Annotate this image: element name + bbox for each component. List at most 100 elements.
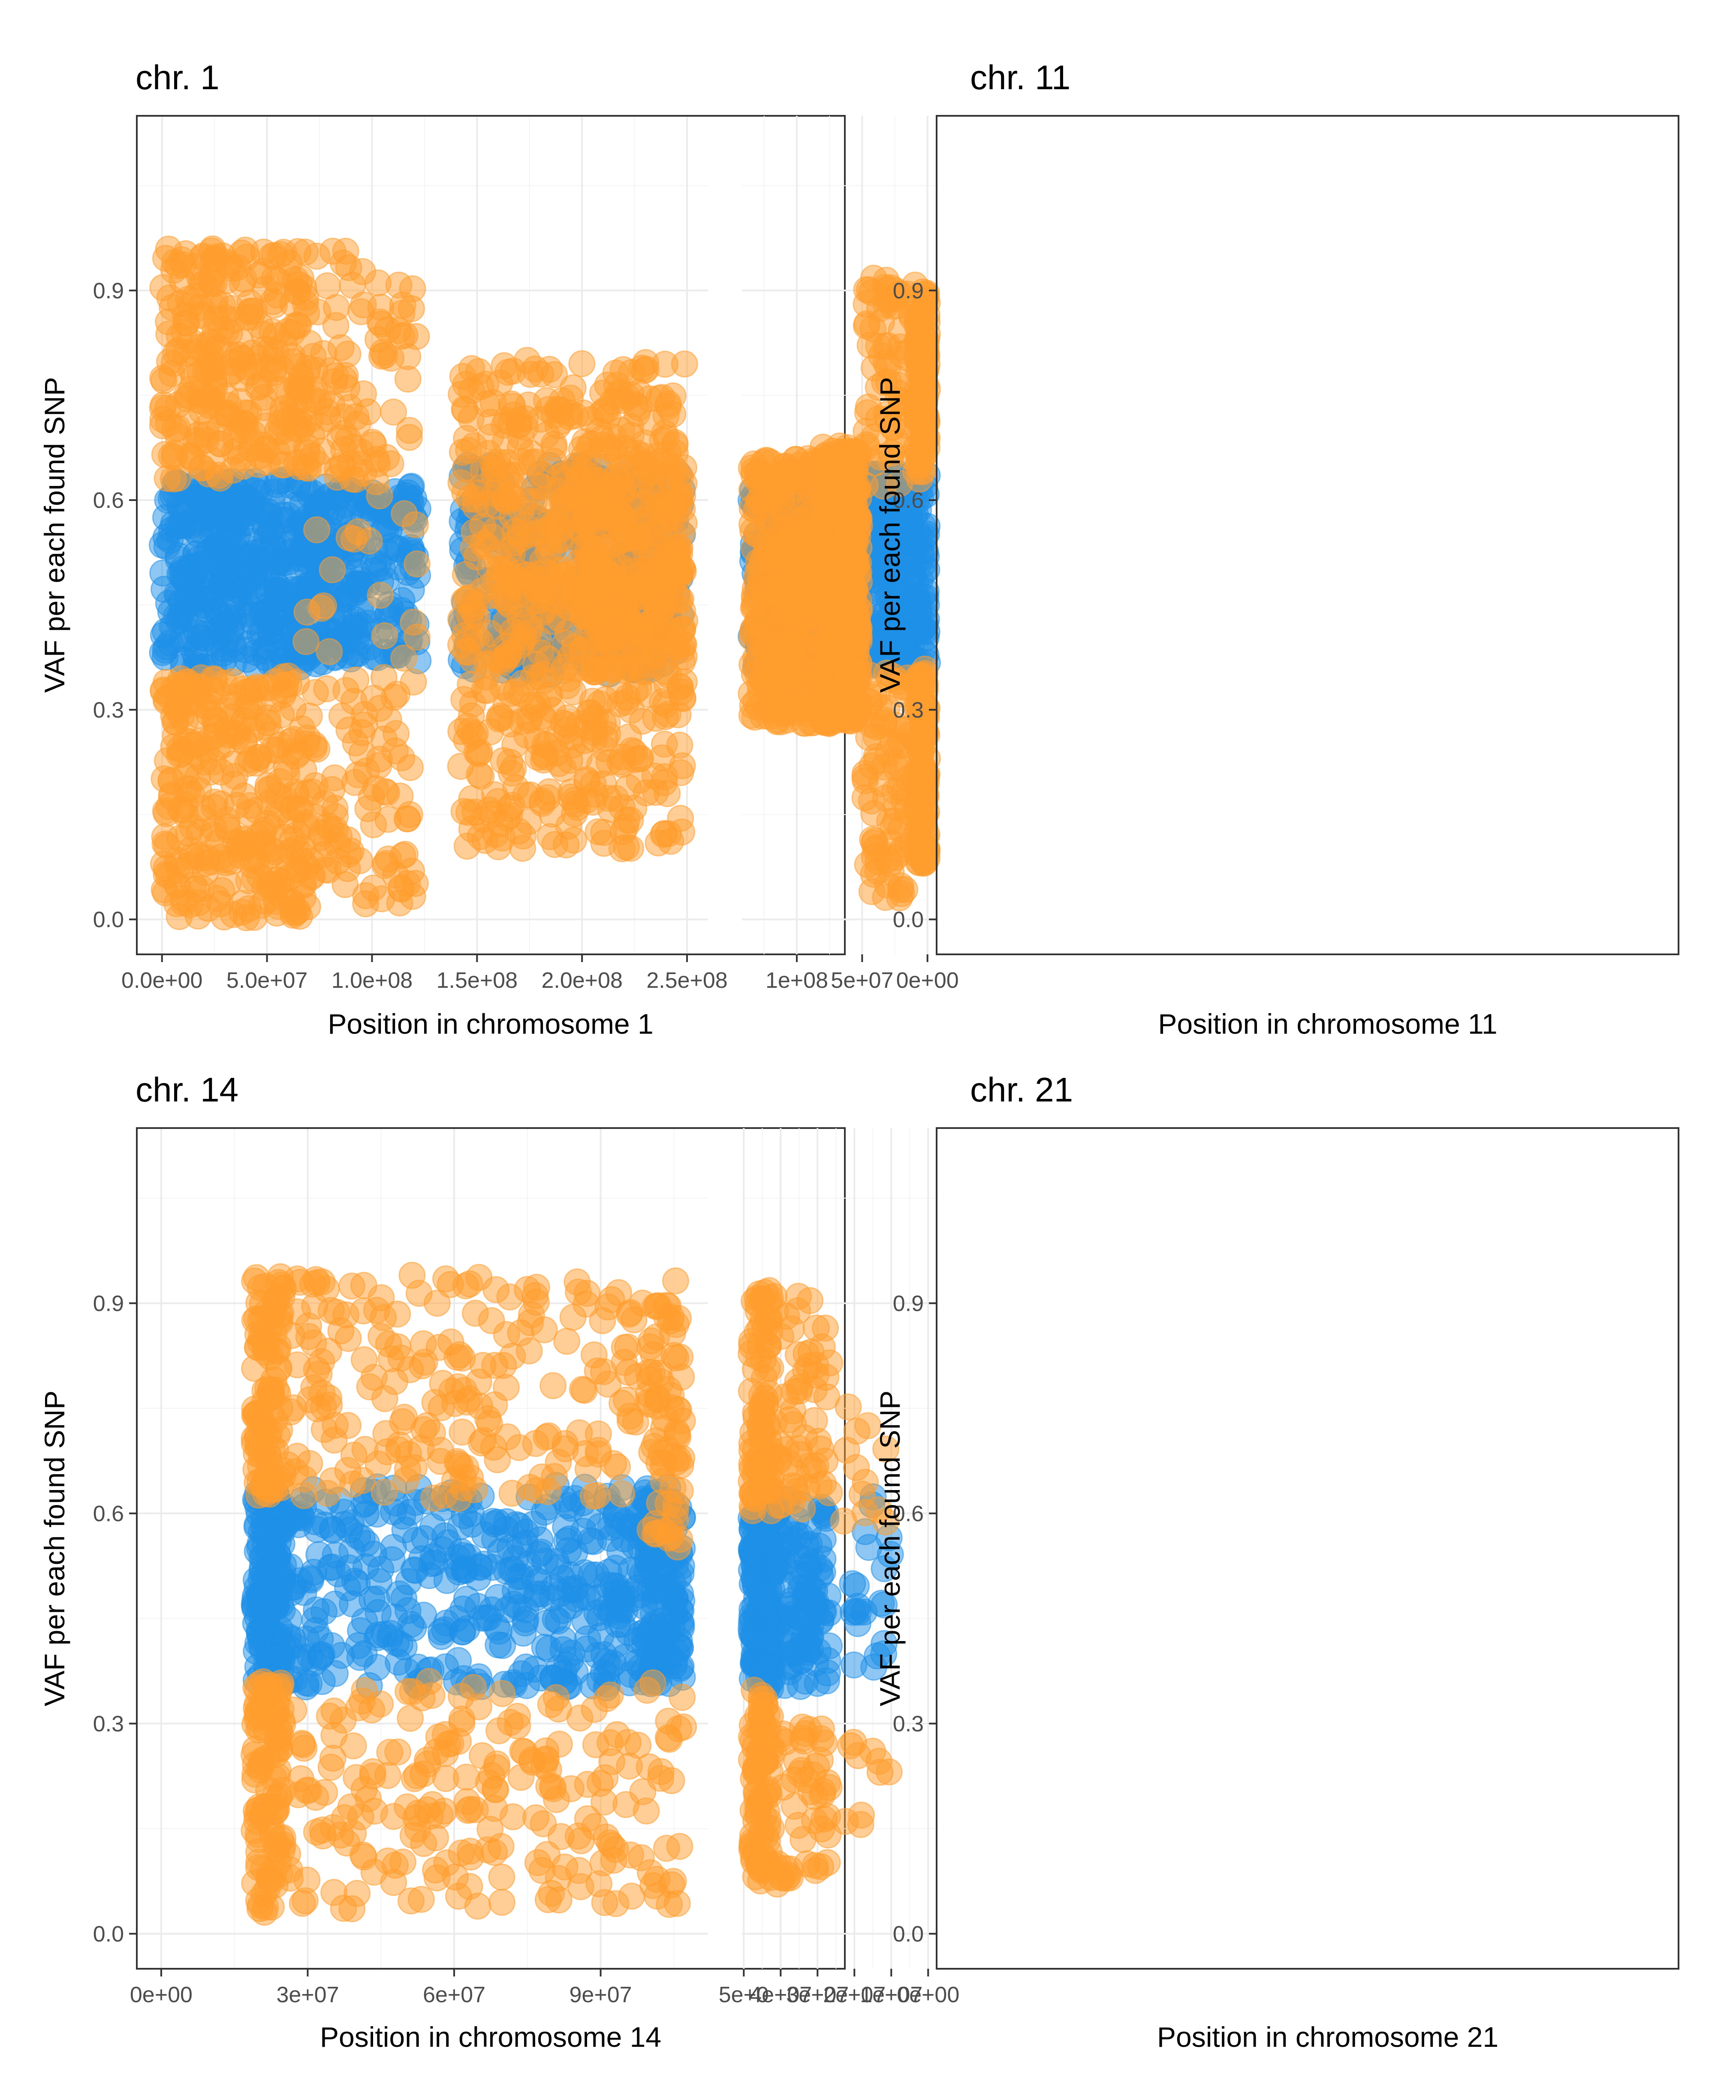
x-tick-label: 0e+00 <box>896 968 959 993</box>
data-point-allelic-imbalance <box>527 639 555 667</box>
data-point-allelic-imbalance <box>169 267 196 294</box>
data-point-heterozygous-balanced <box>150 621 177 649</box>
data-point-allelic-imbalance <box>369 338 397 366</box>
data-point-allelic-imbalance <box>463 603 491 631</box>
data-point-allelic-imbalance <box>335 716 363 744</box>
data-point-allelic-imbalance <box>186 673 213 700</box>
data-point-allelic-imbalance <box>668 818 696 846</box>
data-point-heterozygous-balanced <box>587 1622 615 1650</box>
data-point-allelic-imbalance <box>662 457 690 484</box>
data-point-allelic-imbalance <box>226 388 254 415</box>
data-point-heterozygous-balanced <box>215 522 242 549</box>
data-point-allelic-imbalance <box>360 431 388 459</box>
data-point-allelic-imbalance <box>360 874 387 902</box>
data-point-allelic-imbalance <box>554 704 582 732</box>
panel-title: chr. 11 <box>970 58 1070 97</box>
data-point-allelic-imbalance <box>367 582 394 609</box>
data-point-allelic-imbalance <box>841 473 868 501</box>
data-point-allelic-imbalance <box>232 826 260 854</box>
data-point-allelic-imbalance <box>592 686 619 713</box>
data-point-allelic-imbalance <box>629 707 656 735</box>
data-point-allelic-imbalance <box>860 265 887 292</box>
data-point-allelic-imbalance <box>590 534 618 561</box>
data-point-allelic-imbalance <box>891 778 918 806</box>
data-point-allelic-imbalance <box>793 456 820 484</box>
data-point-allelic-imbalance <box>571 509 598 537</box>
data-point-allelic-imbalance <box>651 730 678 758</box>
data-point-allelic-imbalance <box>594 586 621 613</box>
data-point-allelic-imbalance <box>669 684 696 712</box>
data-point-allelic-imbalance <box>840 602 868 630</box>
data-point-allelic-imbalance <box>659 401 687 428</box>
data-point-allelic-imbalance <box>663 633 690 660</box>
data-point-heterozygous-balanced <box>196 490 224 518</box>
data-point-allelic-imbalance <box>170 319 198 346</box>
data-point-allelic-imbalance <box>603 462 631 489</box>
data-point-allelic-imbalance <box>671 350 698 378</box>
data-point-allelic-imbalance <box>390 644 418 672</box>
y-tick-label: 0.3 <box>93 698 124 723</box>
data-point-allelic-imbalance <box>450 798 478 825</box>
data-point-allelic-imbalance <box>571 570 598 597</box>
data-point-allelic-imbalance <box>231 729 258 756</box>
y-tick-label: 0.0 <box>93 908 124 932</box>
data-point-allelic-imbalance <box>493 462 521 489</box>
data-point-allelic-imbalance <box>844 657 872 684</box>
data-point-allelic-imbalance <box>179 446 206 473</box>
data-point-heterozygous-balanced <box>169 564 197 591</box>
data-point-allelic-imbalance <box>645 829 672 857</box>
data-point-allelic-imbalance <box>371 725 398 753</box>
data-point-allelic-imbalance <box>396 417 423 444</box>
x-tick-label: 1e+08 <box>766 968 828 993</box>
data-point-allelic-imbalance <box>176 891 204 919</box>
data-point-allelic-imbalance <box>452 638 479 665</box>
data-point-allelic-imbalance <box>301 356 329 384</box>
data-point-allelic-imbalance <box>324 832 352 859</box>
data-point-allelic-imbalance <box>224 253 251 281</box>
data-point-allelic-imbalance <box>153 800 180 827</box>
data-point-heterozygous-balanced <box>226 592 253 619</box>
data-point-allelic-imbalance <box>404 550 431 578</box>
data-point-allelic-imbalance <box>856 332 884 359</box>
x-tick-label: 1.0e+08 <box>332 968 413 993</box>
data-point-allelic-imbalance <box>620 794 648 822</box>
data-point-allelic-imbalance <box>498 792 526 819</box>
data-point-allelic-imbalance <box>222 423 249 451</box>
data-point-allelic-imbalance <box>561 800 588 827</box>
data-point-allelic-imbalance <box>316 638 343 665</box>
data-point-allelic-imbalance <box>398 295 425 323</box>
data-point-heterozygous-balanced <box>209 610 236 637</box>
data-point-allelic-imbalance <box>743 521 771 548</box>
data-point-allelic-imbalance <box>172 762 199 789</box>
data-point-allelic-imbalance <box>800 694 828 722</box>
data-point-allelic-imbalance <box>506 559 533 587</box>
data-point-allelic-imbalance <box>150 391 177 419</box>
x-tick-label: 2.0e+08 <box>541 968 622 993</box>
x-tick-label: 0.0e+00 <box>121 968 202 993</box>
data-point-allelic-imbalance <box>640 470 667 498</box>
data-point-allelic-imbalance <box>879 729 907 757</box>
data-point-allelic-imbalance <box>654 499 681 526</box>
data-point-heterozygous-balanced <box>912 624 940 652</box>
data-point-allelic-imbalance <box>184 701 212 729</box>
data-point-allelic-imbalance <box>745 457 772 485</box>
data-point-allelic-imbalance <box>880 813 907 841</box>
data-point-allelic-imbalance <box>493 633 520 660</box>
data-point-allelic-imbalance <box>599 388 627 415</box>
data-point-allelic-imbalance <box>841 704 869 732</box>
data-point-allelic-imbalance <box>202 722 230 749</box>
data-point-allelic-imbalance <box>203 884 230 912</box>
data-point-allelic-imbalance <box>298 848 325 875</box>
data-point-allelic-imbalance <box>579 770 607 798</box>
data-point-allelic-imbalance <box>755 586 783 613</box>
data-point-allelic-imbalance <box>454 712 481 740</box>
data-point-allelic-imbalance <box>603 611 630 639</box>
data-point-heterozygous-balanced <box>241 1595 268 1623</box>
data-point-allelic-imbalance <box>797 564 825 592</box>
data-point-allelic-imbalance <box>568 350 596 377</box>
data-point-allelic-imbalance <box>570 598 597 626</box>
data-point-allelic-imbalance <box>452 561 479 588</box>
data-point-allelic-imbalance <box>511 487 539 514</box>
data-point-allelic-imbalance <box>509 835 536 862</box>
data-point-allelic-imbalance <box>279 290 306 317</box>
